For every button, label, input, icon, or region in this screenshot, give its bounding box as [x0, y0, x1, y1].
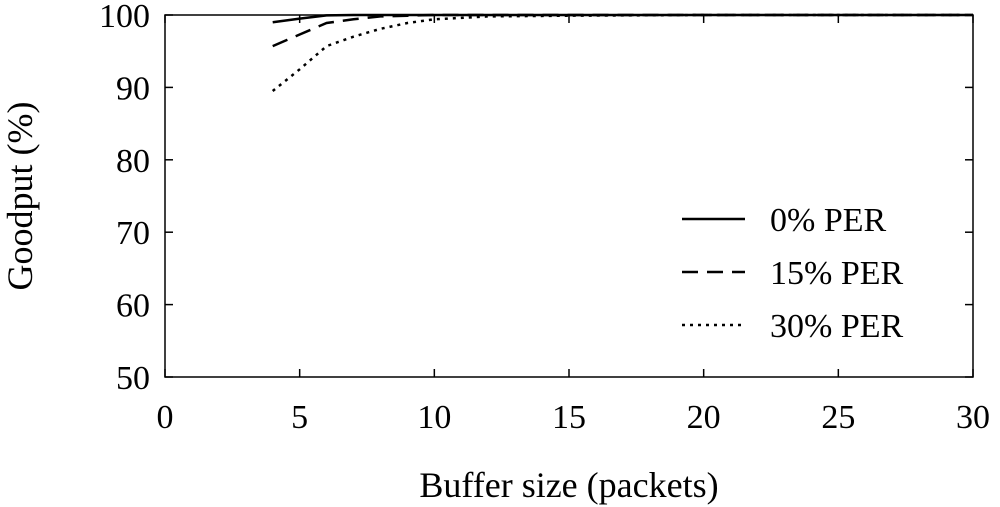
x-tick-label: 0 [157, 399, 174, 436]
x-tick-label: 15 [552, 399, 586, 436]
y-tick-label: 80 [116, 143, 150, 180]
x-tick-label: 10 [417, 399, 451, 436]
x-tick-label: 25 [821, 399, 855, 436]
x-tick-label: 20 [687, 399, 721, 436]
axis-ticks [164, 14, 974, 378]
y-tick-label: 100 [99, 0, 150, 35]
y-tick-label: 60 [116, 288, 150, 325]
x-tick-label: 30 [956, 399, 990, 436]
y-tick-label: 70 [116, 215, 150, 252]
legend: 0% PER 15% PER 30% PER [682, 202, 904, 345]
series-lines [271, 13, 973, 92]
series-line-15-per [272, 13, 973, 48]
axis-tick-labels: 0 5 10 15 20 25 30 50 60 70 80 90 100 [99, 0, 990, 436]
legend-label: 15% PER [770, 255, 904, 292]
x-tick-label: 5 [291, 399, 308, 436]
y-tick-label: 50 [116, 360, 150, 397]
legend-label: 0% PER [770, 202, 887, 239]
y-axis-title: Goodput (%) [0, 102, 40, 291]
series-line-30-per [271, 13, 973, 92]
x-axis-title: Buffer size (packets) [419, 465, 718, 505]
y-tick-label: 90 [116, 70, 150, 107]
legend-label: 30% PER [770, 308, 904, 345]
